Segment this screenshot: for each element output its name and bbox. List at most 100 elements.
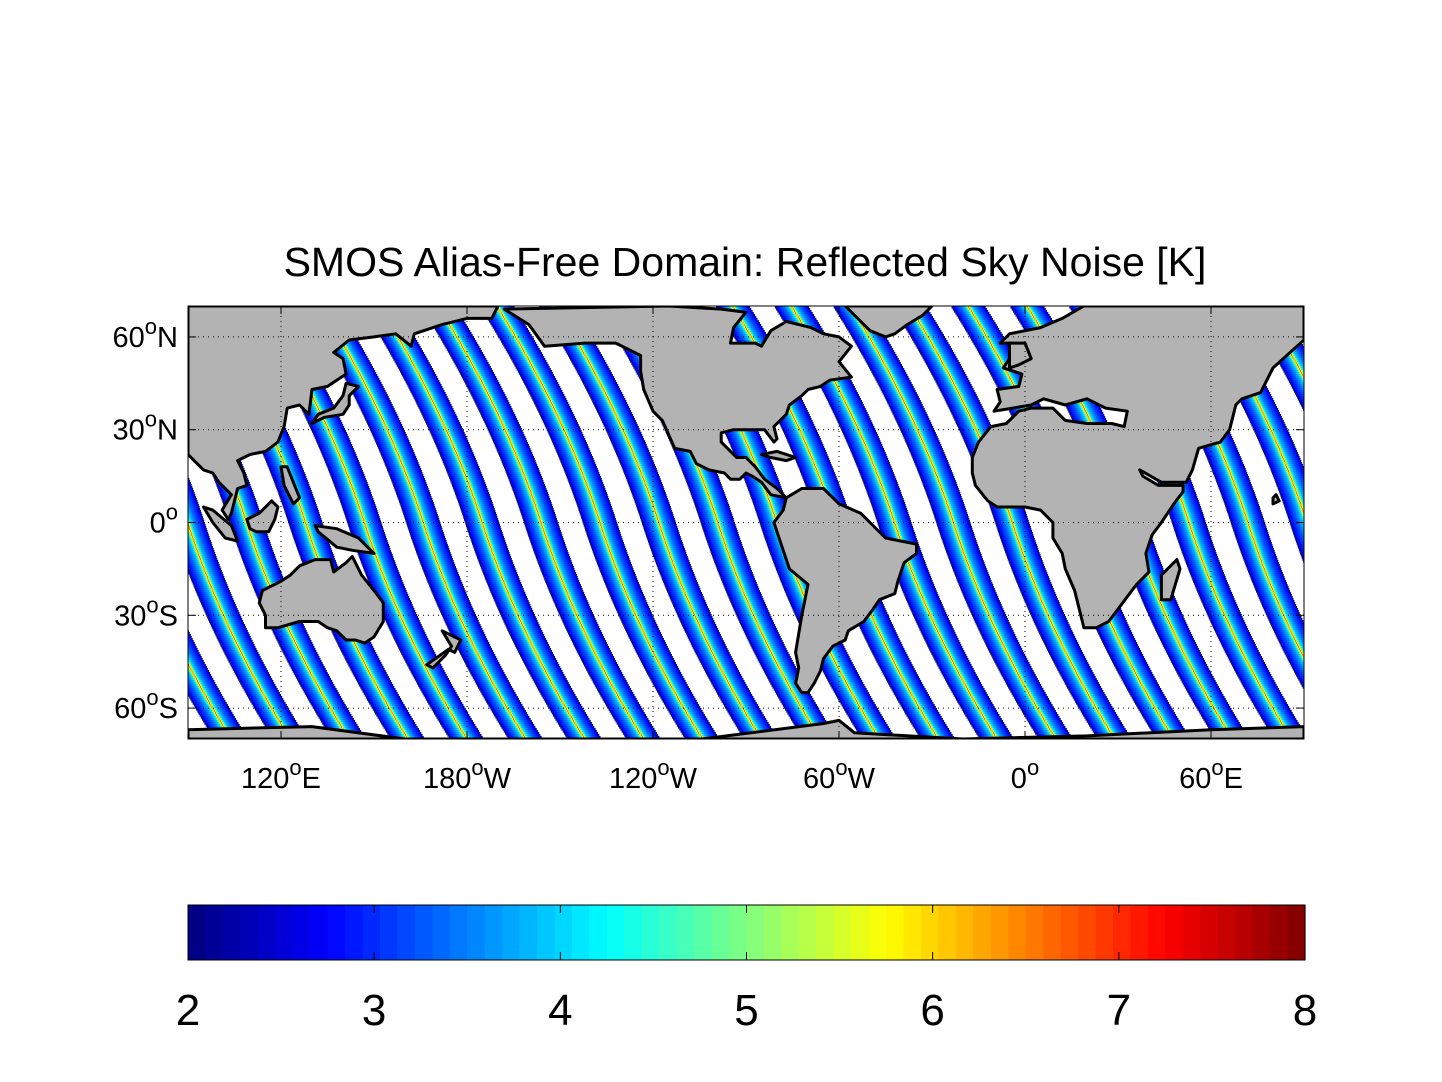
colorbar-tick-label: 8: [1293, 986, 1317, 1035]
land-japan: [310, 381, 360, 425]
colorbar-cell: [379, 905, 399, 960]
colorbar-cell: [816, 905, 835, 960]
land-south-america: [772, 487, 918, 695]
land-borneo: [245, 499, 280, 534]
orbit-swath: [362, 306, 602, 739]
colorbar-cell: [886, 905, 905, 960]
colorbar-cell: [641, 905, 660, 960]
colorbar-cell: [571, 905, 591, 960]
x-axis-ticks: 120oE 180oW 120oW 60oW 0o 60oE: [241, 306, 1243, 795]
colorbar-cell: [1043, 905, 1062, 960]
land-north-america: [502, 306, 853, 500]
y-tick-label: 60oS: [114, 685, 178, 725]
colorbar-cell: [659, 905, 678, 960]
land-cuba: [760, 449, 798, 463]
colorbar-cell: [257, 905, 276, 960]
colorbar-cell: [1060, 905, 1079, 960]
colorbar-cell: [938, 905, 957, 960]
land-asia-east: [188, 306, 500, 521]
y-tick-label: 30oS: [114, 592, 178, 632]
colorbar-cell: [467, 905, 486, 960]
colorbar-ticks: 2 3 4 5 6 7 8: [176, 905, 1317, 1035]
colorbar-cell: [222, 905, 241, 960]
land-sumatra: [202, 505, 240, 543]
y-tick-label: 30oN: [113, 407, 178, 447]
colorbar-cell: [676, 905, 695, 960]
colorbar-cell: [292, 905, 311, 960]
colorbar-cell: [432, 905, 451, 960]
x-tick-label: 0o: [1011, 755, 1039, 795]
colorbar-cell: [397, 905, 416, 960]
colorbar-cell: [1130, 905, 1149, 960]
colorbar-cell: [345, 905, 364, 960]
colorbar-cell: [833, 905, 852, 960]
colorbar-cell: [955, 905, 974, 960]
land-new-guinea: [313, 524, 376, 555]
colorbar-cell: [921, 905, 940, 960]
colorbar-cell: [519, 905, 538, 960]
colorbar-tick-label: 7: [1107, 986, 1131, 1035]
colorbar-cell: [1025, 905, 1044, 960]
colorbar-cell: [554, 905, 573, 960]
colorbar-cell: [798, 905, 817, 960]
colorbar-cell: [1165, 905, 1184, 960]
land-layer: [188, 306, 1304, 739]
colorbar-cell: [484, 905, 503, 960]
colorbar-cell: [781, 905, 800, 960]
grid-layer: [188, 306, 1304, 739]
x-tick-label: 60oE: [1179, 755, 1243, 795]
x-tick-label: 180oW: [423, 755, 512, 795]
colorbar-cell: [851, 905, 870, 960]
land-eurasia-africa: [970, 306, 1304, 630]
colorbar-cell: [414, 905, 433, 960]
colorbar-cell: [868, 905, 887, 960]
colorbar: 2 3 4 5 6 7 8: [176, 904, 1317, 1035]
colorbar-cell: [327, 905, 346, 960]
colorbar-cells: [188, 905, 1306, 960]
colorbar-cell: [624, 905, 643, 960]
colorbar-cell: [729, 905, 748, 960]
colorbar-cell: [694, 905, 713, 960]
land-new-zealand: [425, 629, 463, 670]
colorbar-cell: [275, 905, 294, 960]
colorbar-cell: [1008, 905, 1027, 960]
land-philippines: [279, 465, 302, 506]
orbit-swath: [188, 476, 308, 739]
colorbar-cell: [205, 905, 224, 960]
land-sri-lanka: [1271, 493, 1281, 506]
orbit-swath: [833, 306, 1073, 739]
colorbar-cell: [1217, 905, 1236, 960]
colorbar-cell: [1078, 905, 1097, 960]
map-panel: 120oE 180oW 120oW 60oW 0o 60oE 60oN 30oN 0o 30oS…: [113, 305, 1305, 795]
y-tick-label: 0o: [150, 500, 178, 540]
colorbar-cell: [188, 905, 207, 960]
colorbar-tick-label: 4: [548, 986, 572, 1035]
colorbar-cell: [763, 905, 782, 960]
colorbar-cell: [1287, 905, 1306, 960]
colorbar-cell: [903, 905, 922, 960]
colorbar-cell: [240, 905, 259, 960]
x-tick-label: 60oW: [803, 755, 876, 795]
land-madagascar: [1159, 558, 1182, 602]
chart-title: SMOS Alias-Free Domain: Reflected Sky No…: [284, 239, 1207, 285]
land-uk: [1008, 341, 1033, 370]
colorbar-cell: [1095, 905, 1114, 960]
land-antarctica: [188, 718, 1304, 739]
colorbar-cell: [1147, 905, 1166, 960]
colorbar-cell: [449, 905, 468, 960]
colorbar-cell: [1113, 905, 1132, 960]
colorbar-cell: [537, 905, 556, 960]
y-tick-label: 60oN: [113, 314, 178, 354]
colorbar-cell: [1182, 905, 1201, 960]
x-tick-label: 120oE: [241, 755, 321, 795]
colorbar-cell: [1252, 905, 1271, 960]
colorbar-cell: [973, 905, 992, 960]
colorbar-cell: [589, 905, 608, 960]
colorbar-cell: [606, 905, 625, 960]
colorbar-tick-label: 3: [362, 986, 386, 1035]
land-australia: [257, 555, 385, 645]
colorbar-tick-label: 5: [734, 986, 758, 1035]
colorbar-tick-label: 6: [920, 986, 944, 1035]
orbit-swath: [421, 306, 661, 739]
